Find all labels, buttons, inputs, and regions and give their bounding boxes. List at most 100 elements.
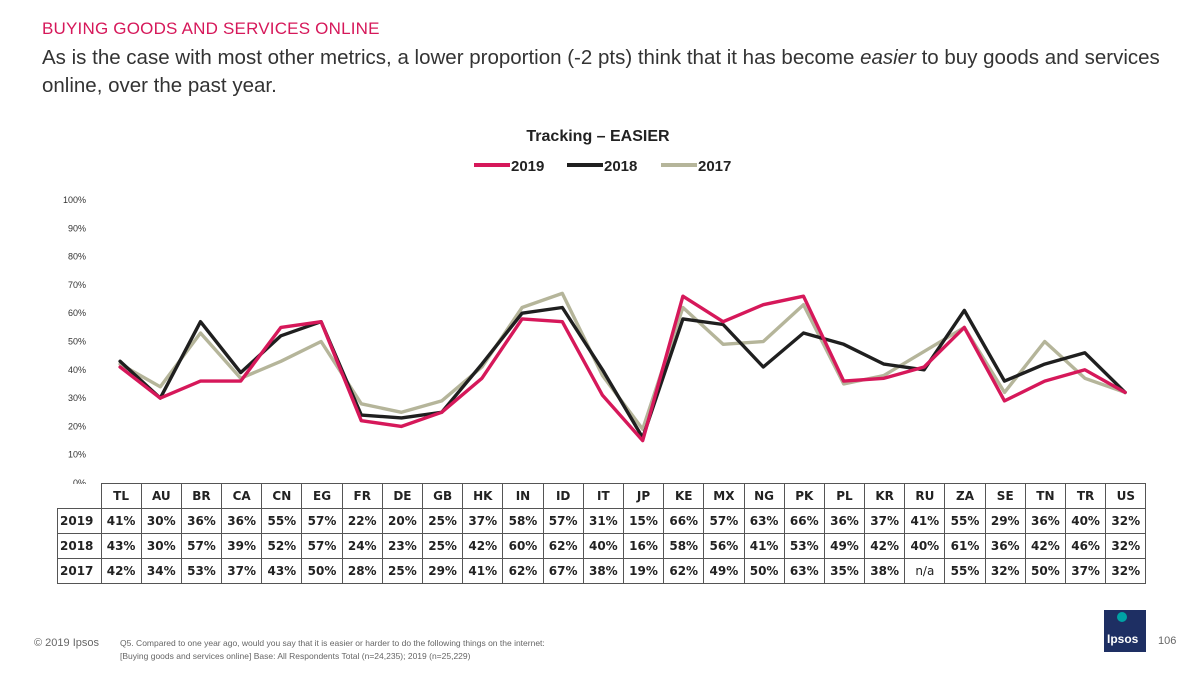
row-header-2018: 2018	[57, 533, 102, 559]
series-line-2017	[118, 291, 1127, 431]
table-row-2017: 2017 42% 34% 53% 37% 43% 50% 28% 25% 29% 41% 62% 67%…	[57, 558, 1147, 584]
column-header-EG: EG	[301, 483, 343, 509]
series-line-2018	[118, 305, 1127, 440]
table-cell-2019-SE: 29%	[984, 508, 1026, 534]
table-cell-2018-ID: 62%	[542, 533, 584, 559]
table-cell-2017-ZA: 55%	[944, 558, 986, 584]
table-cell-2018-ZA: 61%	[944, 533, 986, 559]
table-cell-2019-RU: 41%	[904, 508, 946, 534]
column-header-MX: MX	[703, 483, 745, 509]
table-cell-2019-CN: 55%	[261, 508, 303, 534]
table-cell-2017-FR: 28%	[341, 558, 383, 584]
table-cell-2017-CN: 43%	[261, 558, 303, 584]
column-header-RU: RU	[904, 483, 946, 509]
copyright: © 2019 Ipsos	[34, 637, 99, 649]
page-number: 106	[1158, 635, 1177, 647]
y-tick-label: 50%	[68, 337, 86, 347]
table-cell-2017-BR: 53%	[180, 558, 223, 584]
table-cell-2017-KR: 38%	[864, 558, 906, 584]
table-cell-2019-TN: 36%	[1024, 508, 1067, 534]
table-cell-2018-EG: 57%	[301, 533, 343, 559]
column-header-PL: PL	[823, 483, 866, 509]
table-cell-2018-PK: 53%	[783, 533, 825, 559]
logo-text: Ipsos	[1107, 632, 1139, 646]
y-tick-label: 60%	[68, 308, 86, 318]
table-cell-2018-AU: 30%	[140, 533, 182, 559]
table-cell-2017-TL: 42%	[100, 558, 142, 584]
column-header-CA: CA	[221, 483, 263, 509]
table-cell-2017-US: 32%	[1105, 558, 1147, 584]
table-cell-2018-SE: 36%	[984, 533, 1026, 559]
y-tick-label: 0%	[73, 478, 86, 484]
footnote-line-2: [Buying goods and services online] Base:…	[120, 651, 471, 661]
table-cell-2017-SE: 32%	[984, 558, 1026, 584]
table-cell-2018-IN: 60%	[502, 533, 544, 559]
legend-label-2018: 2018	[604, 158, 637, 175]
column-header-KE: KE	[663, 483, 705, 509]
column-header-TL: TL	[100, 483, 142, 509]
series-line-2019	[118, 294, 1127, 443]
y-tick-label: 30%	[68, 393, 86, 403]
table-cell-2018-TR: 46%	[1064, 533, 1107, 559]
table-row-2019: 2019 41% 30% 36% 36% 55% 57% 22% 20% 25% 37% 58% 57%…	[57, 508, 1147, 534]
table-cell-2019-IT: 31%	[582, 508, 624, 534]
slide-kicker: BUYING GOODS AND SERVICES ONLINE	[42, 19, 380, 38]
table-cell-2019-PK: 66%	[783, 508, 825, 534]
legend-label-2019: 2019	[511, 158, 544, 175]
table-cell-2017-MX: 49%	[703, 558, 745, 584]
table-cell-2017-HK: 41%	[462, 558, 504, 584]
table-cell-2017-GB: 29%	[421, 558, 464, 584]
table-cell-2017-TN: 50%	[1024, 558, 1067, 584]
table-cell-2017-IT: 38%	[582, 558, 624, 584]
headline-text-start: As is the case with most other metrics, …	[42, 46, 861, 69]
slide-headline: As is the case with most other metrics, …	[42, 44, 1172, 100]
table-cell-2018-DE: 23%	[381, 533, 424, 559]
table-cell-2019-TL: 41%	[100, 508, 142, 534]
table-cell-2017-PL: 35%	[823, 558, 866, 584]
table-row-2018: 2018 43% 30% 57% 39% 52% 57% 24% 23% 25% 42% 60% 62%…	[57, 533, 1147, 559]
chart-title: Tracking – EASIER	[526, 128, 670, 145]
y-tick-label: 90%	[68, 223, 86, 233]
column-header-TR: TR	[1064, 483, 1107, 509]
table-cell-2017-TR: 37%	[1064, 558, 1107, 584]
table-cell-2019-ID: 57%	[542, 508, 584, 534]
table-cell-2019-TR: 40%	[1064, 508, 1107, 534]
table-cell-2019-MX: 57%	[703, 508, 745, 534]
table-cell-2018-IT: 40%	[582, 533, 624, 559]
table-cell-2017-KE: 62%	[663, 558, 705, 584]
column-header-TN: TN	[1024, 483, 1067, 509]
column-header-US: US	[1105, 483, 1147, 509]
table-header-row: TL AU BR CA CN EG FR DE GB HK IN ID IT JP KE MX NG PK PL KR…	[58, 483, 1147, 509]
table-cell-2019-PL: 36%	[823, 508, 866, 534]
table-cell-2018-MX: 56%	[703, 533, 745, 559]
row-header-2017: 2017	[57, 558, 102, 584]
headline-text-end: to buy goods and services online, over t…	[42, 46, 1160, 97]
table-cell-2019-HK: 37%	[462, 508, 504, 534]
table-cell-2017-NG: 50%	[743, 558, 785, 584]
y-tick-label: 100%	[63, 195, 86, 205]
table-cell-2017-EG: 50%	[301, 558, 343, 584]
column-header-NG: NG	[743, 483, 785, 509]
table-cell-2019-FR: 22%	[341, 508, 383, 534]
table-cell-2019-BR: 36%	[180, 508, 223, 534]
table-cell-2019-AU: 30%	[140, 508, 182, 534]
table-cell-2018-PL: 49%	[823, 533, 866, 559]
table-cell-2019-ZA: 55%	[944, 508, 986, 534]
y-tick-label: 80%	[68, 252, 86, 262]
table-cell-2018-CA: 39%	[221, 533, 263, 559]
table-cell-2017-RU: n/a	[904, 558, 946, 584]
column-header-JP: JP	[622, 483, 665, 509]
table-cell-2018-KE: 58%	[663, 533, 705, 559]
y-tick-label: 70%	[68, 280, 86, 290]
table-cell-2018-CN: 52%	[261, 533, 303, 559]
table-cell-2018-GB: 25%	[421, 533, 464, 559]
column-header-ID: ID	[542, 483, 584, 509]
column-header-IN: IN	[502, 483, 544, 509]
table-cell-2019-EG: 57%	[301, 508, 343, 534]
table-cell-2017-PK: 63%	[783, 558, 825, 584]
table-cell-2019-CA: 36%	[221, 508, 263, 534]
footnote-line-1: Q5. Compared to one year ago, would you …	[120, 638, 545, 648]
column-header-GB: GB	[421, 483, 464, 509]
table-cell-2019-DE: 20%	[381, 508, 424, 534]
table-cell-2018-BR: 57%	[180, 533, 223, 559]
